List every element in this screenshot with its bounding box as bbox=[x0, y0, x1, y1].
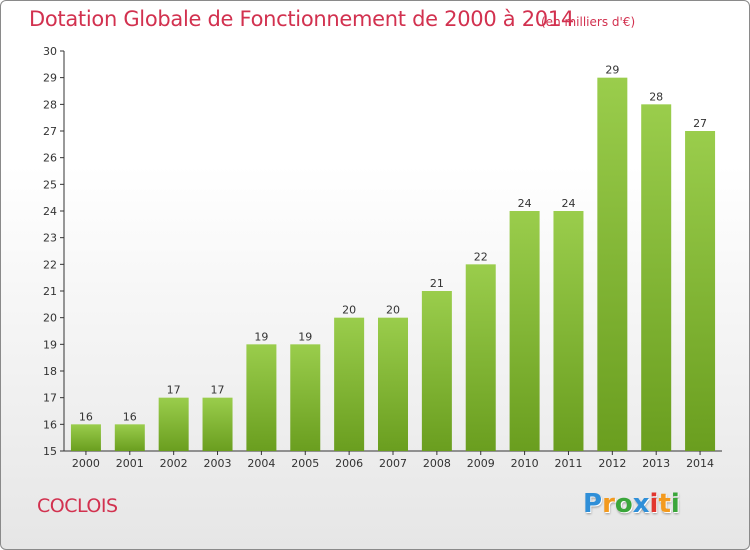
logo-letter: t bbox=[658, 489, 671, 519]
y-tick-label: 16 bbox=[43, 418, 57, 431]
x-tick-label: 2012 bbox=[598, 457, 626, 470]
logo-letter: r bbox=[602, 489, 615, 519]
y-tick-label: 29 bbox=[43, 72, 57, 85]
x-tick-label: 2000 bbox=[72, 457, 100, 470]
x-tick-label: 2002 bbox=[160, 457, 188, 470]
bar-value-label: 28 bbox=[649, 90, 663, 103]
y-tick-label: 20 bbox=[43, 312, 57, 325]
logo-letter: i bbox=[670, 489, 680, 519]
y-tick-label: 19 bbox=[43, 338, 57, 351]
bar bbox=[465, 264, 496, 451]
bar-value-label: 20 bbox=[386, 304, 400, 317]
bar-value-label: 22 bbox=[474, 250, 488, 263]
x-tick-label: 2003 bbox=[204, 457, 232, 470]
bar-value-label: 29 bbox=[605, 64, 619, 77]
y-tick-label: 21 bbox=[43, 285, 57, 298]
bar bbox=[378, 317, 408, 451]
x-tick-label: 2014 bbox=[686, 457, 714, 470]
bar bbox=[246, 344, 277, 451]
logo-letter: x bbox=[632, 489, 650, 519]
x-tick-label: 2001 bbox=[116, 457, 144, 470]
bar bbox=[597, 77, 628, 452]
y-tick-label: 15 bbox=[43, 445, 57, 458]
x-tick-label: 2007 bbox=[379, 457, 407, 470]
bar-value-label: 17 bbox=[167, 384, 181, 397]
bar-value-label: 16 bbox=[123, 410, 137, 423]
bar-value-label: 17 bbox=[211, 384, 225, 397]
axes: 15 16 17 18 19 20 21 22 23 24 25 26 27 28 29 30 2000 2001… bbox=[43, 45, 722, 470]
x-tick-label: 2013 bbox=[642, 457, 670, 470]
proxiti-logo: Proxiti bbox=[583, 489, 680, 519]
y-tick-label: 24 bbox=[43, 205, 57, 218]
y-tick-label: 17 bbox=[43, 392, 57, 405]
bar bbox=[553, 211, 584, 451]
x-tick-label: 2008 bbox=[423, 457, 451, 470]
chart-title: Dotation Globale de Fonctionnement de 20… bbox=[29, 7, 574, 31]
y-tick-label: 28 bbox=[43, 98, 57, 111]
data-labels: 16 16 17 17 19 19 20 20 21 22 24 24 29 28 27 bbox=[79, 64, 707, 424]
x-tick-label: 2009 bbox=[467, 457, 495, 470]
logo-letter: P bbox=[583, 489, 603, 519]
y-tick-label: 25 bbox=[43, 178, 57, 191]
bar-value-label: 24 bbox=[518, 197, 532, 210]
bar-value-label: 21 bbox=[430, 277, 444, 290]
bar bbox=[202, 397, 233, 451]
bar-value-label: 27 bbox=[693, 117, 707, 130]
bar bbox=[334, 317, 365, 451]
bar-value-label: 19 bbox=[298, 330, 312, 343]
logo-letter: o bbox=[614, 489, 633, 519]
x-tick-label: 2004 bbox=[247, 457, 275, 470]
bar bbox=[158, 397, 189, 451]
bar-value-label: 16 bbox=[79, 410, 93, 423]
commune-name: COCLOIS bbox=[37, 495, 118, 517]
bar bbox=[290, 344, 321, 451]
y-tick-label: 22 bbox=[43, 258, 57, 271]
bar bbox=[685, 131, 716, 451]
bar-value-label: 20 bbox=[342, 304, 356, 317]
y-tick-label: 23 bbox=[43, 232, 57, 245]
x-tick-label: 2006 bbox=[335, 457, 363, 470]
bar bbox=[114, 424, 145, 451]
bars bbox=[70, 77, 716, 452]
bar bbox=[641, 104, 672, 451]
chart-subtitle: (en milliers d'€) bbox=[541, 15, 636, 29]
x-tick-label: 2011 bbox=[554, 457, 582, 470]
bar bbox=[421, 291, 452, 451]
bar bbox=[509, 211, 540, 451]
bar bbox=[70, 424, 101, 451]
y-tick-label: 26 bbox=[43, 152, 57, 165]
y-tick-label: 27 bbox=[43, 125, 57, 138]
x-tick-label: 2005 bbox=[291, 457, 319, 470]
logo-letter: i bbox=[649, 489, 659, 519]
y-tick-label: 18 bbox=[43, 365, 57, 378]
bar-value-label: 19 bbox=[254, 330, 268, 343]
y-tick-label: 30 bbox=[43, 45, 57, 58]
bar-value-label: 24 bbox=[561, 197, 575, 210]
x-tick-label: 2010 bbox=[511, 457, 539, 470]
